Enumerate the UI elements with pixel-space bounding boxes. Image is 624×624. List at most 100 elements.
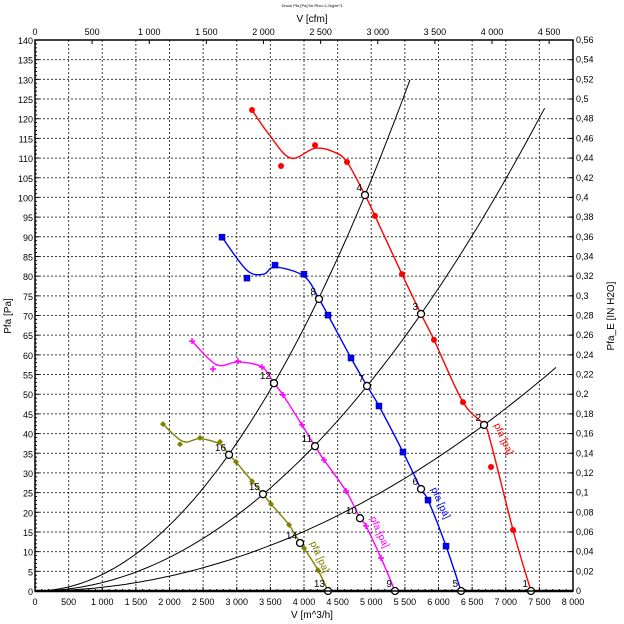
y-tick-label: 75 (23, 292, 33, 302)
data-point-circle (510, 526, 517, 533)
fan-curve-4 (162, 423, 329, 592)
data-point-square (271, 261, 279, 269)
data-point-circle (372, 212, 379, 219)
y2-tick-label: 0,22 (576, 370, 594, 380)
data-point-square (442, 542, 450, 550)
y-tick-label: 100 (18, 193, 33, 203)
operating-point-label: 7 (358, 374, 364, 385)
y-tick-label: 50 (23, 390, 33, 400)
operating-point (416, 484, 426, 494)
y-tick-label: 60 (23, 351, 33, 361)
operating-point (314, 294, 324, 304)
operating-point (295, 538, 305, 548)
x-tick-label: 8 000 (562, 597, 585, 607)
data-point-plus (343, 488, 350, 495)
y-tick-label: 140 (18, 36, 33, 46)
fan-curve-label: pfa [pa] (491, 422, 515, 457)
y2-tick-label: 0,14 (576, 448, 594, 458)
operating-point-label: 11 (302, 434, 313, 445)
y2-tick-label: 0,28 (576, 311, 594, 321)
x-tick-label: 7 000 (494, 597, 517, 607)
system-curve-3 (35, 367, 557, 592)
operating-point (416, 309, 426, 319)
y-tick-label: 135 (18, 56, 33, 66)
x-tick-label: 0 (32, 597, 37, 607)
data-point-square (424, 496, 432, 504)
data-point-circle (312, 142, 319, 149)
x-tick-label: 3 500 (259, 597, 282, 607)
y2-tick-label: 0,24 (576, 350, 594, 360)
operating-point-label: 16 (215, 443, 227, 454)
operating-point-label: 4 (356, 183, 362, 194)
y2-tick-label: 0,52 (576, 74, 594, 84)
y2-tick-label: 0,4 (576, 192, 589, 202)
y2-tick-label: 0,26 (576, 330, 594, 340)
x2-tick-label: 3 000 (367, 27, 390, 37)
data-point-diamond (233, 458, 240, 465)
y-tick-label: 90 (23, 233, 33, 243)
fan-curve-3 (191, 340, 396, 592)
x2-tick-label: 2 000 (252, 27, 275, 37)
y-tick-label: 65 (23, 331, 33, 341)
data-point-square (347, 354, 355, 362)
y-tick-label: 105 (18, 174, 33, 184)
y2-tick-label: 0,5 (576, 94, 589, 104)
y2-tick-label: 0,32 (576, 271, 594, 281)
y-tick-label: 110 (19, 154, 33, 164)
y2-tick-label: 0,1 (576, 488, 589, 498)
operating-point-label: 13 (314, 579, 326, 590)
data-point-diamond (314, 567, 321, 574)
operating-point-label: 1 (522, 579, 528, 590)
y2-axis-label: Pfa_E [IN H2O] (606, 281, 617, 350)
data-point-square (399, 448, 407, 456)
x-tick-label: 2 500 (192, 597, 215, 607)
x2-tick-label: 0 (32, 27, 37, 37)
fan-curve-1 (251, 109, 532, 592)
operating-point-label: 6 (412, 477, 418, 488)
operating-point-label: 14 (286, 531, 298, 542)
y-tick-label: 70 (23, 312, 33, 322)
operating-point (310, 442, 320, 451)
x-tick-label: 5 000 (360, 597, 383, 607)
y-tick-label: 80 (23, 272, 33, 282)
x2-tick-label: 3 500 (424, 27, 447, 37)
system-curve-2 (34, 107, 546, 592)
data-point-diamond (301, 545, 307, 552)
x-tick-label: 500 (61, 597, 76, 607)
data-point-square (324, 311, 332, 319)
data-point-plus (298, 421, 305, 428)
data-point-plus (189, 338, 196, 345)
y-tick-label: 35 (23, 449, 33, 459)
data-point-plus (363, 523, 370, 530)
y2-tick-label: 0,02 (576, 566, 594, 576)
y2-tick-label: 0,2 (576, 389, 589, 399)
y2-tick-label: 0,06 (576, 527, 594, 537)
data-point-circle (278, 162, 285, 169)
y2-tick-label: 0,48 (576, 114, 594, 124)
x2-tick-label: 1 000 (138, 27, 161, 37)
operating-point (479, 420, 489, 430)
x-axis-label: V [m^3/h] (291, 610, 333, 621)
chart-title: Druck Pfa [Pa] für Rho=1,2kg/m^3 (282, 3, 343, 8)
operating-point (224, 450, 234, 459)
operating-point (355, 514, 365, 523)
y-tick-label: 95 (23, 213, 33, 223)
y2-tick-label: 0,12 (576, 468, 594, 478)
data-point-plus (258, 364, 265, 371)
axis-ticks: 0 500 1 000 1 500 2 000 2 500 3 000 3 500 4 000 4… (18, 27, 594, 607)
x2-tick-label: 2 500 (309, 27, 332, 37)
data-point-diamond (197, 434, 204, 441)
y2-tick-label: 0,16 (576, 429, 594, 439)
y-tick-label: 55 (23, 371, 33, 381)
y-tick-label: 30 (23, 469, 33, 479)
system-curve-1 (34, 79, 411, 592)
y-tick-label: 5 (28, 567, 33, 577)
data-point-diamond (176, 441, 183, 448)
y-tick-label: 0 (28, 587, 33, 597)
y-tick-label: 45 (23, 410, 33, 420)
x2-axis-label: V [cfm] (296, 14, 327, 25)
x-tick-label: 7 500 (528, 597, 551, 607)
x2-tick-label: 500 (85, 27, 100, 37)
data-point-square (243, 274, 251, 282)
